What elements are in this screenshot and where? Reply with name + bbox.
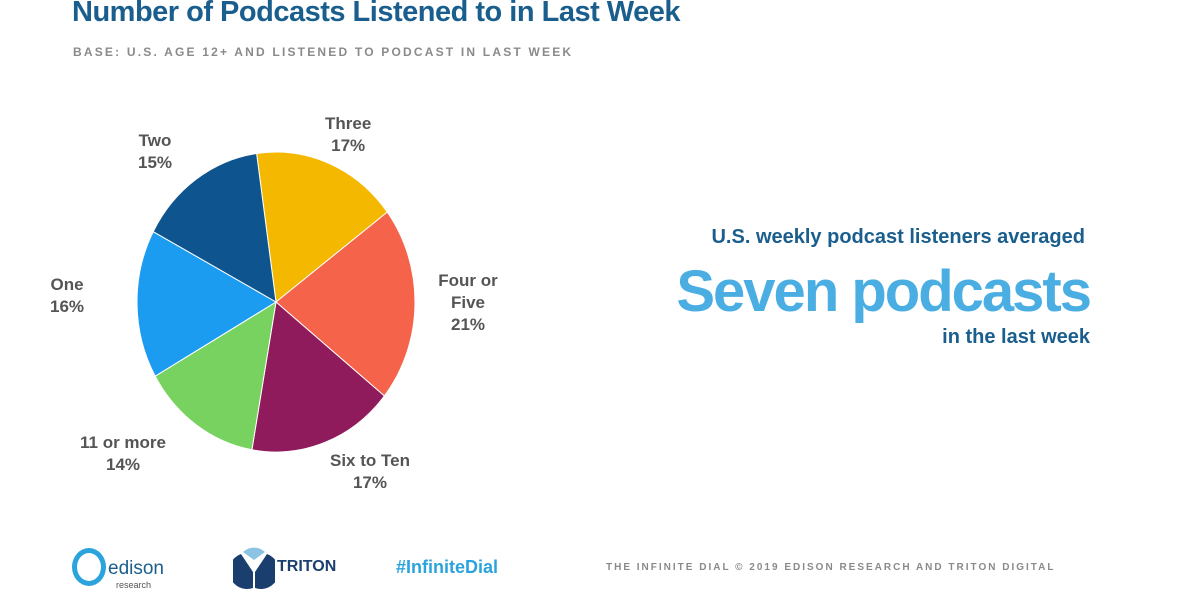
callout-line1: U.S. weekly podcast listeners averaged xyxy=(711,226,1085,248)
footer-credit: THE INFINITE DIAL © 2019 EDISON RESEARCH… xyxy=(606,562,1056,573)
hashtag-link[interactable]: #InfiniteDial xyxy=(396,557,499,577)
label-four-or-five: Four or Five 21% xyxy=(438,271,498,334)
triton-logo: TRITON xyxy=(233,546,353,592)
pie-slice-one xyxy=(136,230,277,377)
pie-chart xyxy=(136,151,416,453)
pie-slice-four-or-five xyxy=(275,211,416,397)
callout-headline: Seven podcasts xyxy=(676,259,1092,324)
page-subtitle: BASE: U.S. AGE 12+ AND LISTENED TO PODCA… xyxy=(73,45,574,59)
label-three: Three 17% xyxy=(325,114,372,155)
page-title: Number of Podcasts Listened to in Last W… xyxy=(72,0,681,28)
pie-slice-three xyxy=(256,151,388,303)
pie-slice-two xyxy=(152,152,277,303)
label-one: One 16% xyxy=(50,275,85,316)
pie-slice-11-or-more xyxy=(154,301,277,451)
label-11-or-more: 11 or more 14% xyxy=(80,433,166,474)
label-two: Two 15% xyxy=(138,131,173,172)
callout-line3: in the last week xyxy=(942,326,1090,348)
pie-slice-six-to-ten xyxy=(251,301,386,453)
label-six-to-ten: Six to Ten 17% xyxy=(330,451,410,492)
edison-logo: edison research xyxy=(72,546,182,592)
